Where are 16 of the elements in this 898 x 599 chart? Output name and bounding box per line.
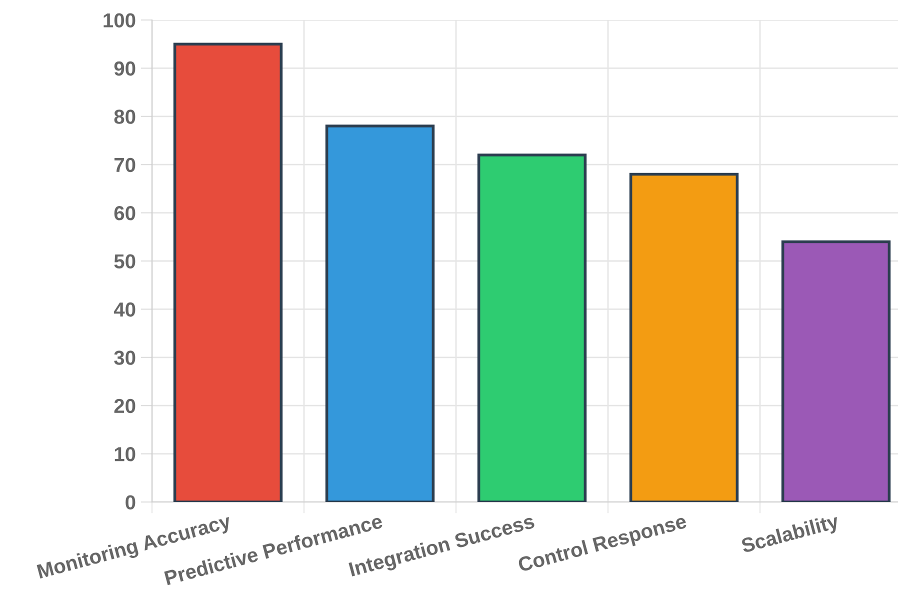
bar — [477, 154, 587, 502]
bar — [325, 124, 435, 502]
y-tick-label: 100 — [104, 13, 136, 28]
bar — [629, 172, 739, 502]
y-tick-label: 50 — [114, 254, 136, 268]
y-tick-label: 0 — [126, 495, 136, 510]
y-tick-label: 10 — [114, 447, 136, 462]
y-tick-label: 60 — [114, 206, 136, 220]
y-tick-label: 90 — [114, 61, 136, 76]
bar — [781, 240, 891, 502]
bar — [173, 42, 283, 502]
y-tick-label: 70 — [114, 158, 136, 172]
y-tick-label: 30 — [114, 350, 136, 365]
y-tick-label: 20 — [114, 398, 136, 414]
y-tick-label: 80 — [114, 110, 136, 124]
y-tick-label: 40 — [114, 302, 136, 317]
